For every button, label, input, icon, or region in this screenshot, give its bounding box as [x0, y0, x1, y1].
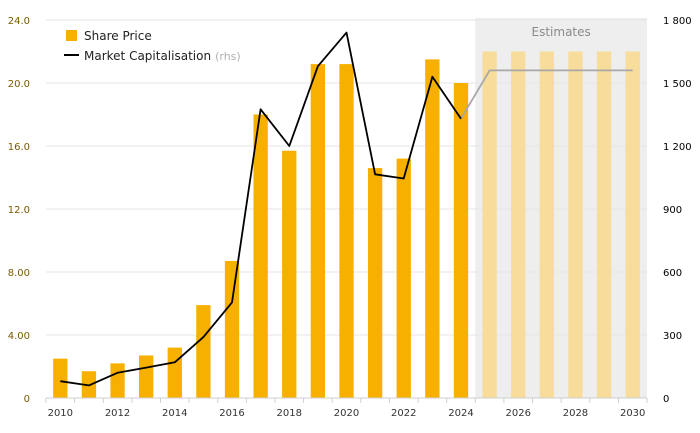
share-price-bar: [282, 150, 297, 398]
x-tick-label: 2026: [505, 408, 530, 419]
share-price-bar: [367, 168, 383, 398]
x-tick-label: 2012: [105, 408, 130, 419]
y-left-tick-label: 0: [24, 394, 30, 405]
x-tick-label: 2016: [219, 408, 244, 419]
y-left-tick-label: 20.0: [8, 79, 30, 90]
y-left-tick-label: 4.00: [8, 331, 30, 342]
share-price-bar: [196, 305, 211, 398]
legend-share-price-label: Share Price: [84, 29, 152, 43]
share-price-bar: [253, 114, 268, 398]
y-right-tick-label: 1 500: [663, 79, 692, 90]
y-left-tick-label: 16.0: [8, 142, 30, 153]
x-tick-label: 2024: [448, 408, 473, 419]
legend-market-cap-label: Market Capitalisation (rhs): [84, 49, 241, 63]
share-price-bar: [568, 51, 583, 398]
market-cap-line: [60, 31, 633, 387]
legend-share-price-swatch: [66, 30, 77, 41]
x-tick-label: 2014: [162, 408, 187, 419]
share-price-bar: [110, 363, 125, 398]
x-tick-label: 2028: [563, 408, 588, 419]
y-left-tick-label: 8.00: [8, 268, 30, 279]
estimates-band: [475, 18, 647, 398]
x-tick-label: 2018: [277, 408, 302, 419]
share-price-bar: [167, 347, 182, 398]
share-price-bar: [453, 83, 469, 398]
share-price-bar: [482, 51, 497, 398]
y-right-tick-label: 900: [663, 205, 682, 216]
share-price-bar: [396, 158, 411, 398]
market-cap-actual-line: [60, 31, 462, 387]
x-tick-label: 2020: [334, 408, 359, 419]
estimates-label: Estimates: [532, 25, 591, 39]
legend: Share Price Market Capitalisation (rhs): [64, 29, 241, 63]
share-price-bar: [53, 358, 68, 398]
share-price-bar: [425, 59, 440, 398]
share-price-bar: [539, 51, 554, 398]
x-tick-label: 2010: [48, 408, 73, 419]
y-right-tick-label: 600: [663, 268, 682, 279]
market-cap-estimate-line: [460, 69, 633, 120]
y-left-tick-label: 12.0: [8, 205, 30, 216]
axes: 0 0 4.00 300 8.00 600 12.0 900 16.0 1 200 20.0 1 50…: [8, 16, 692, 419]
x-tick-label: 2030: [620, 408, 645, 419]
y-right-tick-label: 1 800: [663, 16, 692, 27]
share-price-bar: [511, 51, 526, 398]
share-price-bar: [139, 355, 154, 398]
share-price-bars: [53, 51, 640, 398]
y-left-tick-label: 24.0: [8, 16, 30, 27]
x-tick-label: 2022: [391, 408, 416, 419]
share-price-bar: [625, 51, 640, 398]
share-price-bar: [596, 51, 612, 398]
y-right-tick-label: 0: [663, 394, 669, 405]
share-price-bar: [224, 260, 240, 398]
y-right-tick-label: 300: [663, 331, 682, 342]
y-right-tick-label: 1 200: [663, 142, 692, 153]
share-price-bar: [310, 64, 326, 398]
share-price-bar: [339, 64, 354, 398]
legend-market-cap-suffix: (rhs): [215, 50, 241, 63]
legend-market-cap-name: Market Capitalisation: [84, 49, 211, 63]
